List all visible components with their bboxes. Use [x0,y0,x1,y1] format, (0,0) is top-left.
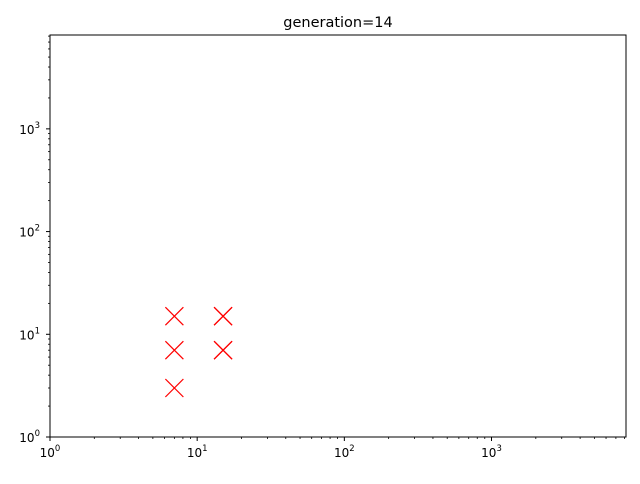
x-tick-label: 101 [187,444,208,460]
x-tick-label: 102 [334,444,355,460]
x-tick-label: 100 [40,444,61,460]
data-point [213,306,233,326]
chart-title: generation=14 [283,15,392,31]
data-point [213,340,233,360]
y-tick-label: 102 [19,224,40,240]
plot-area: 100 101 102 103 100 101 102 103 [19,34,627,460]
y-tick-label: 100 [19,429,40,445]
data-point [164,306,184,326]
y-tick-label: 101 [19,326,40,342]
data-point [164,340,184,360]
plot-frame [49,34,627,438]
data-point [164,378,184,398]
x-tick-label: 103 [481,444,502,460]
y-tick-label: 103 [19,121,40,137]
